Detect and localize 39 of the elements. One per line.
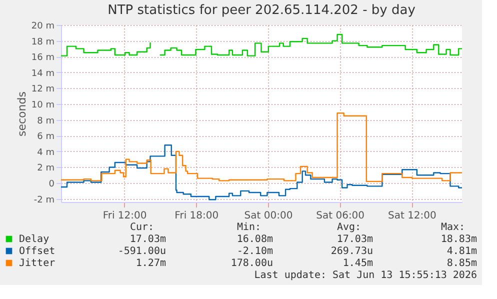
y-tick-label: -2 m [34,195,54,206]
text: 1.27m [136,258,166,269]
x-tick-label: Sat 06:00 [316,210,365,222]
y-tick-label: 6 m [37,132,54,142]
text: 8.85m [446,258,477,269]
y-tick-label: 12 m [31,84,54,95]
x-tick-label: Sat 00:00 [244,210,293,222]
text: 269.73u [330,246,373,257]
x-tick-label: Fri 12:00 [102,210,147,222]
y-tick-label: 4 m [37,148,54,158]
y-tick-label: 20 m [31,22,54,32]
text: 178.00u [230,258,273,269]
text: 1.45m [342,258,373,269]
y-tick-label: 0 [48,180,55,190]
text: Cur: [130,222,154,233]
y-axis-title: seconds [15,91,28,136]
text: Max: [441,222,466,233]
text: 4.81m [446,246,477,257]
y-tick-label: 8 m [37,116,54,126]
legend-label: Offset [19,246,56,257]
y-tick-label: 14 m [31,68,54,79]
chart-title: NTP statistics for peer 202.65.114.202 - by day [108,3,416,18]
legend-label: Delay [19,234,50,245]
text: 18.83m [440,234,477,245]
text: Last update: Sat Jun 13 15:55:13 2026 [254,270,477,281]
text: 17.03m [130,234,166,245]
text: 17.03m [336,234,373,245]
text: -2.10m [236,246,273,257]
x-tick-label: Sat 12:00 [388,210,436,222]
y-tick-label: 2 m [37,164,54,174]
y-tick-label: 10 m [31,100,54,111]
text: Min: [237,222,262,233]
text: 16.08m [236,234,273,245]
text: -591.00u [118,246,166,257]
y-tick-label: 16 m [31,53,54,64]
x-tick-label: Fri 18:00 [174,210,219,222]
y-tick-label: 18 m [31,37,54,48]
text: Avg: [337,222,362,233]
legend-label: Jitter [19,258,56,269]
